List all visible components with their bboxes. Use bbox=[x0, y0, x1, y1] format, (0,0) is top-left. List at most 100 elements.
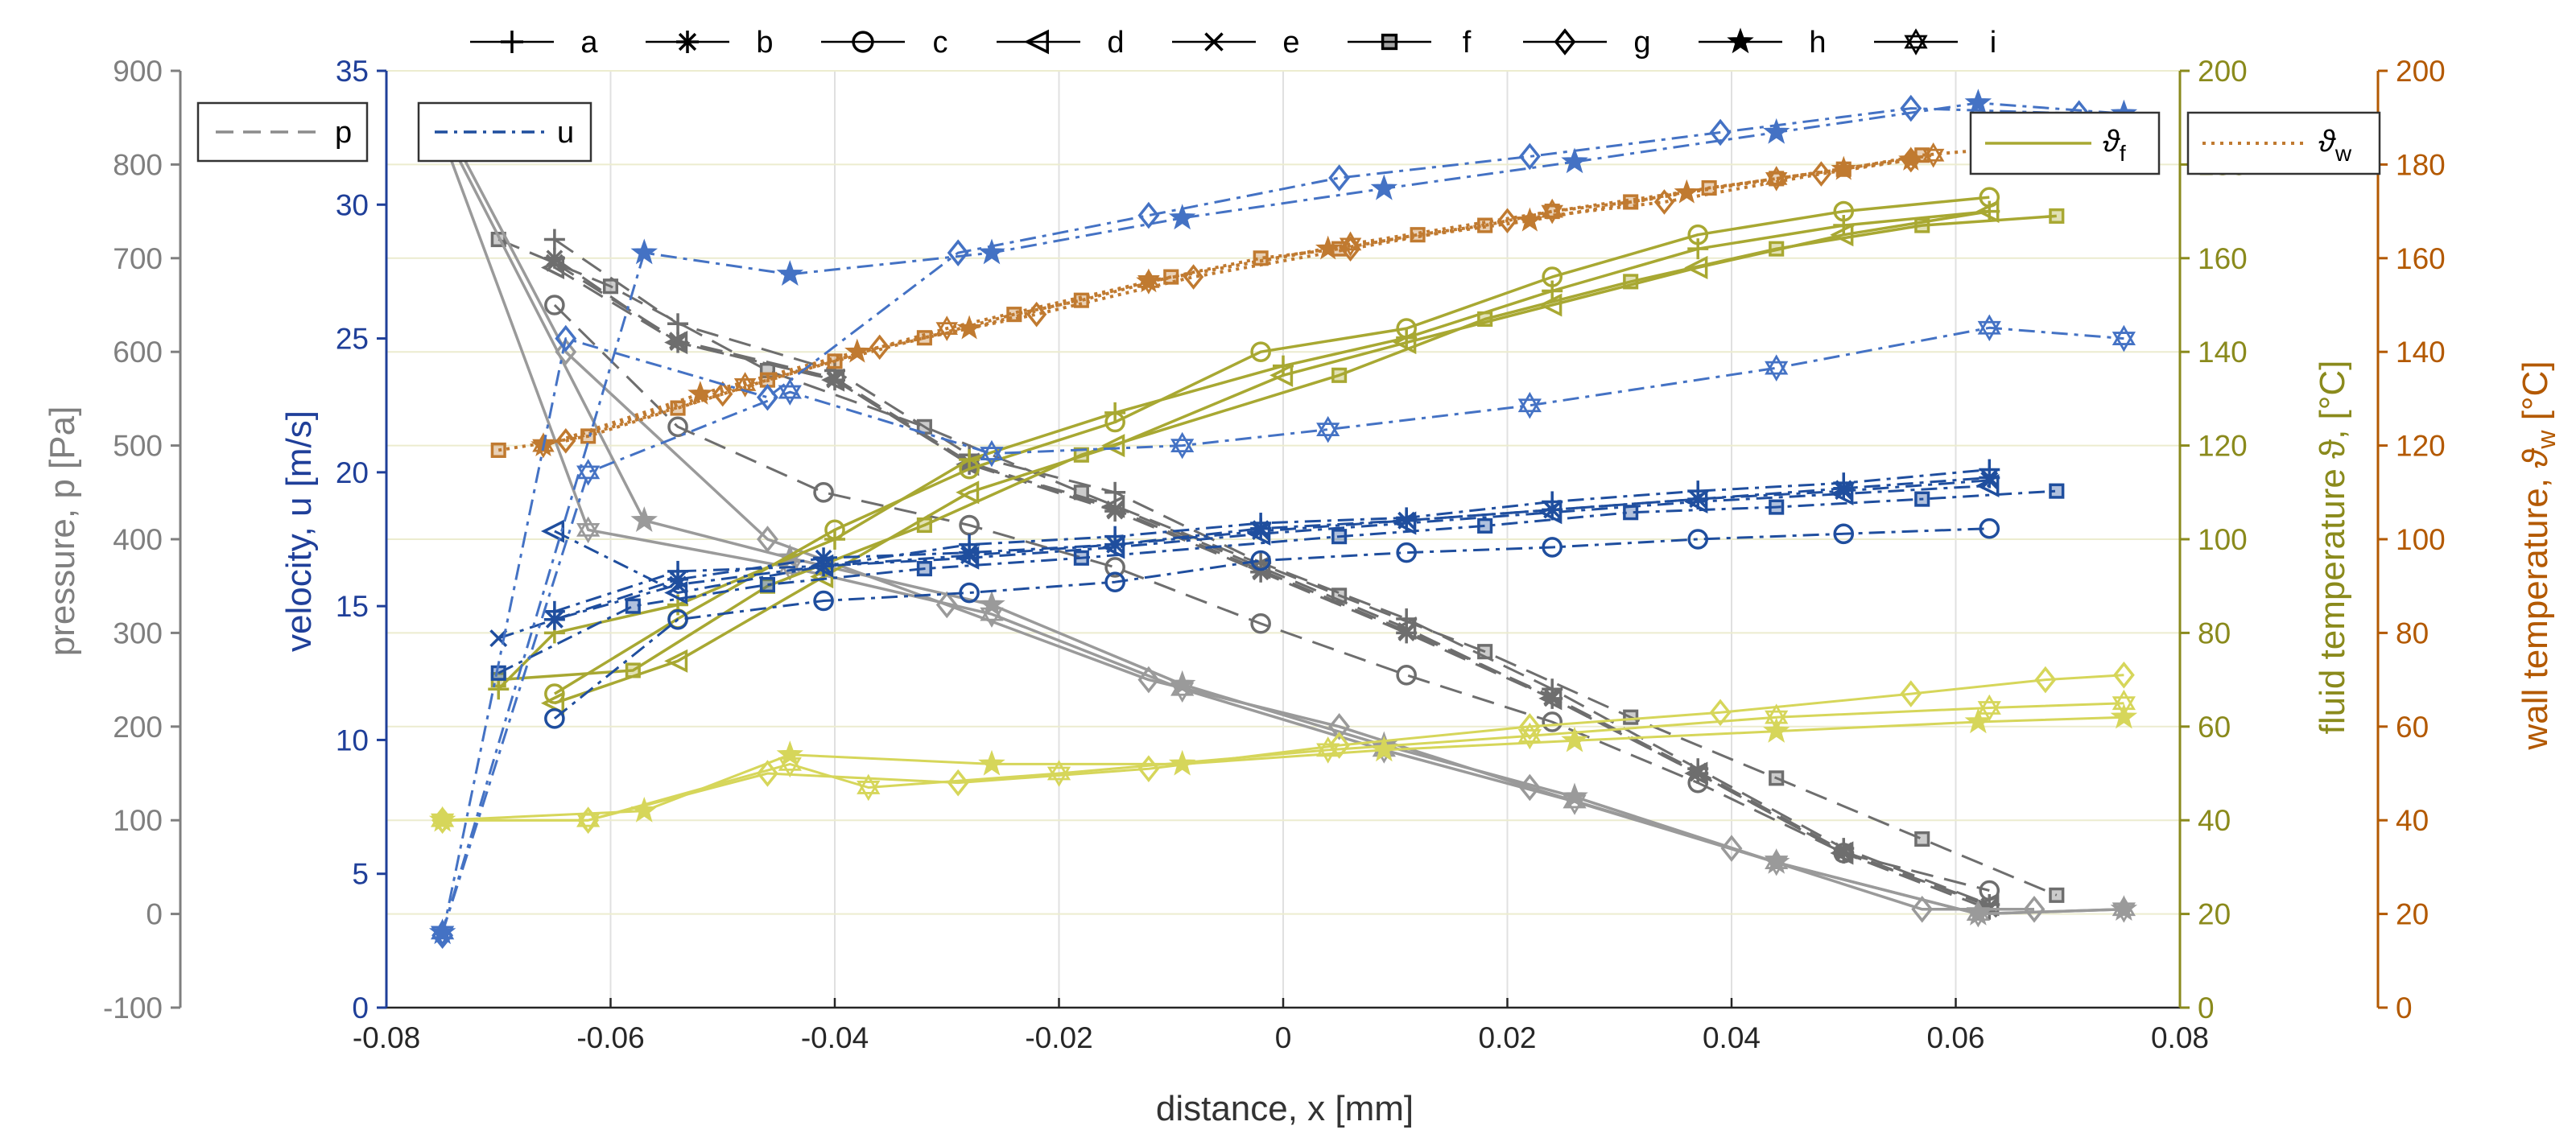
velocity-point-e bbox=[1252, 522, 1270, 541]
velocity-point-i bbox=[1517, 391, 1542, 419]
velocity-point-i bbox=[1765, 354, 1789, 381]
pressure-point-i bbox=[1563, 788, 1587, 815]
case-legend-item-f: f bbox=[1348, 26, 1472, 60]
velocity-tick-label: 20 bbox=[336, 456, 369, 489]
fluid-temperature-point-d bbox=[956, 480, 980, 505]
velocity-point-f bbox=[1914, 491, 1930, 507]
pressure-point-g bbox=[2023, 895, 2046, 923]
velocity-point-c bbox=[1104, 571, 1125, 593]
case-legend-marker bbox=[1904, 28, 1928, 56]
fluid-temperature-point-d bbox=[1269, 363, 1294, 387]
pressure-point-i bbox=[2112, 895, 2136, 923]
velocity-point-g bbox=[1518, 142, 1541, 171]
fluid-temperature-point-g bbox=[1900, 680, 1922, 707]
fluid-temperature-point-d bbox=[1538, 293, 1563, 317]
fluid-temperature-tick-label: 120 bbox=[2198, 430, 2248, 463]
velocity-point-c bbox=[667, 608, 688, 630]
case-legend-marker bbox=[1727, 27, 1754, 54]
fluid-temperature-point-c bbox=[1833, 200, 1855, 222]
wall-temperature-point-i bbox=[1922, 142, 1945, 168]
fluid-temperature-point-d bbox=[1975, 200, 2000, 224]
fluid-temperature-point-a bbox=[488, 678, 510, 700]
case-legend-marker bbox=[1381, 33, 1398, 51]
pressure-line-i bbox=[440, 135, 2124, 916]
pressure-series-f bbox=[490, 231, 2065, 903]
wall-temperature-legend-label: ϑw bbox=[2318, 125, 2352, 166]
pressure-point-e bbox=[1689, 762, 1707, 781]
wall-temperature-line-g bbox=[565, 158, 1912, 443]
velocity-point-f bbox=[916, 561, 932, 577]
wall-temperature-point-i bbox=[1137, 269, 1160, 295]
fluid-temperature-point-f bbox=[625, 662, 641, 678]
fluid-temperature-axis-title: fluid temperature ϑ, [°C] bbox=[2313, 361, 2352, 735]
fluid-temperature-point-f bbox=[1477, 311, 1493, 328]
velocity-point-c bbox=[813, 590, 834, 612]
fluid-temperature-series-i bbox=[431, 689, 2136, 834]
fluid-temperature-point-c bbox=[1250, 341, 1271, 363]
x-tick-label: -0.02 bbox=[1025, 1021, 1092, 1054]
pressure-point-g bbox=[757, 526, 778, 553]
fluid-temperature-point-c bbox=[1542, 266, 1563, 287]
case-legend-label: e bbox=[1282, 26, 1299, 60]
wall-temperature-point-i bbox=[1765, 166, 1788, 192]
velocity-point-g bbox=[1900, 94, 1922, 122]
velocity-point-e bbox=[1397, 511, 1416, 530]
pressure-tick-label: 900 bbox=[113, 55, 163, 88]
velocity-point-h bbox=[776, 260, 804, 286]
velocity-point-h bbox=[1762, 118, 1790, 144]
case-legend-label: b bbox=[756, 26, 773, 60]
pressure-point-f bbox=[1623, 709, 1639, 725]
fluid-temperature-tick-label: 80 bbox=[2198, 616, 2231, 649]
pressure-tick-label: 800 bbox=[113, 148, 163, 181]
velocity-point-c bbox=[1687, 529, 1709, 550]
wall-temperature-point-f bbox=[490, 442, 506, 458]
fluid-temperature-line-d bbox=[554, 209, 1990, 705]
pressure-point-a bbox=[1104, 481, 1126, 503]
fluid-temperature-point-f bbox=[916, 517, 932, 534]
fluid-temperature-line-h bbox=[442, 715, 2124, 822]
velocity-point-f bbox=[759, 576, 776, 593]
fluid-temperature-tick-label: 0 bbox=[2198, 992, 2215, 1025]
wall-temperature-line-h bbox=[543, 158, 1912, 447]
fluid-temperature-point-g bbox=[947, 769, 969, 797]
velocity-tick-label: 35 bbox=[336, 55, 369, 88]
case-legend-item-a: a bbox=[470, 26, 598, 60]
fluid-temperature-point-i bbox=[857, 773, 881, 802]
fluid-temperature-tick-label: 60 bbox=[2198, 711, 2231, 744]
velocity-series-a bbox=[543, 459, 2000, 622]
wall-temperature-point-g bbox=[869, 334, 890, 361]
pressure-point-c bbox=[1542, 711, 1563, 732]
wall-temperature-point-h bbox=[1831, 155, 1857, 180]
pressure-point-e bbox=[545, 254, 564, 272]
fluid-temperature-line-i bbox=[442, 702, 2124, 822]
fluid-temperature-point-d bbox=[1101, 434, 1125, 458]
wall-temperature-legend-subscript: w bbox=[2334, 141, 2352, 166]
wall-temperature-axis-title: wall temperature, ϑw [°C] bbox=[2516, 361, 2561, 750]
velocity-point-c bbox=[959, 582, 980, 604]
velocity-point-h bbox=[978, 238, 1005, 265]
pressure-point-e bbox=[669, 332, 687, 350]
pressure-line-e bbox=[554, 262, 1990, 908]
velocity-point-h bbox=[1561, 147, 1588, 174]
case-legend-label: c bbox=[933, 26, 948, 60]
fluid-temperature-point-a bbox=[1687, 238, 1709, 260]
case-legend-label: i bbox=[1990, 26, 1996, 60]
velocity-line-h bbox=[441, 101, 2124, 934]
velocity-point-g bbox=[1328, 164, 1351, 192]
velocity-point-i bbox=[778, 378, 802, 406]
wall-temperature-point-g bbox=[712, 381, 733, 407]
pressure-tick-label: 100 bbox=[113, 804, 163, 837]
velocity-line-a bbox=[554, 468, 1990, 613]
fluid-temperature-line-f bbox=[498, 214, 2057, 682]
fluid-temperature-point-c bbox=[824, 519, 845, 541]
pressure-line-d bbox=[554, 266, 1990, 906]
x-tick-label: 0.04 bbox=[1703, 1021, 1761, 1054]
velocity-axis-title: velocity, u [m/s] bbox=[279, 410, 319, 652]
velocity-point-f bbox=[1477, 517, 1493, 534]
fluid-temperature-point-g bbox=[1709, 699, 1732, 727]
x-axis-title: distance, x [mm] bbox=[1156, 1089, 1414, 1128]
fluid-temperature-tick-label: 40 bbox=[2198, 804, 2231, 837]
wall-temperature-tick-label: 200 bbox=[2396, 55, 2446, 88]
pressure-point-f bbox=[1331, 588, 1348, 604]
velocity-point-e bbox=[545, 610, 564, 629]
